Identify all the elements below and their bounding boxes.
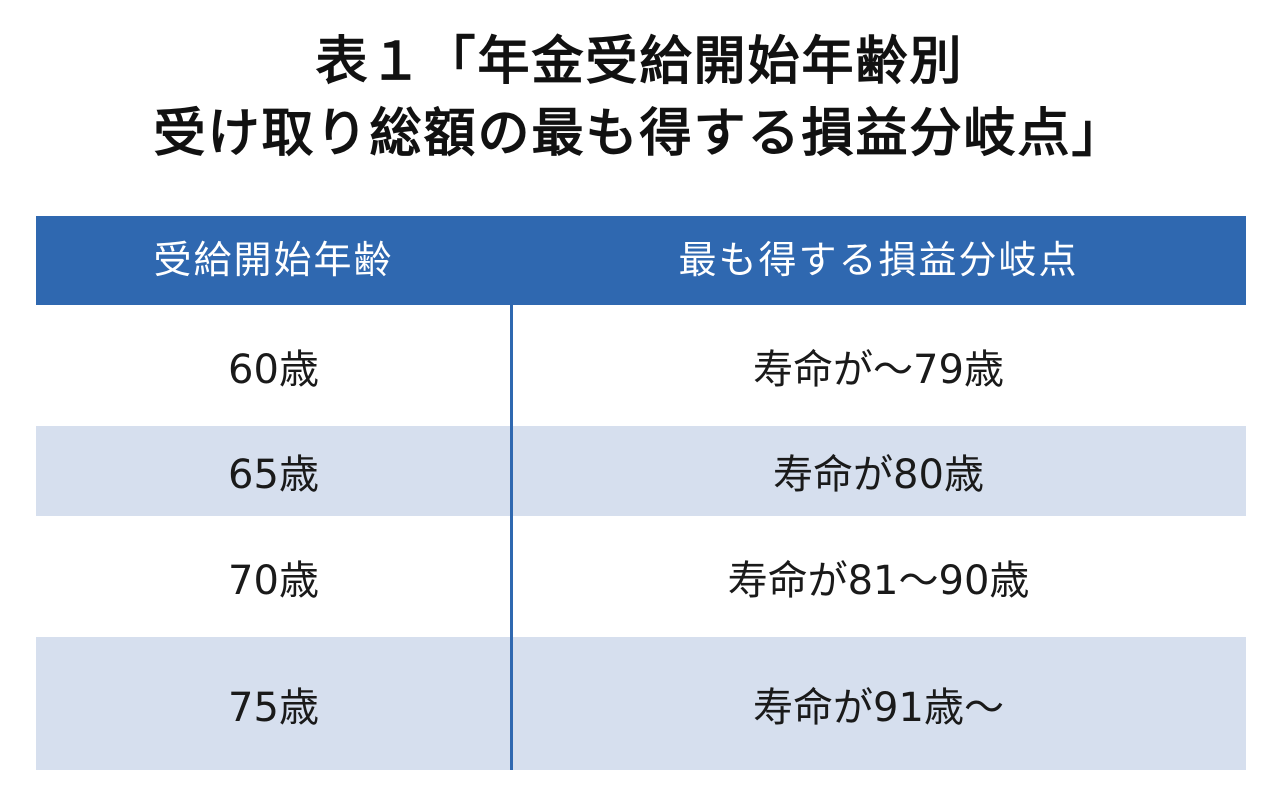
cell-start-age: 65歳 (228, 452, 319, 498)
cell-breakeven-point: 寿命が80歳 (773, 452, 984, 498)
header-start-age: 受給開始年齢 (153, 238, 394, 282)
table-row: 70歳 寿命が81～90歳 (36, 516, 1246, 637)
title-line-1: 表１「年金受給開始年齢別 (315, 32, 964, 92)
table-row: 75歳 寿命が91歳～ (36, 637, 1246, 770)
table-row: 65歳 寿命が80歳 (36, 426, 1246, 516)
cell-start-age: 60歳 (228, 346, 319, 393)
page-title: 表１「年金受給開始年齢別 受け取り総額の最も得する損益分岐点」 (0, 26, 1279, 170)
cell-breakeven-point: 寿命が81～90歳 (727, 557, 1030, 604)
cell-start-age: 75歳 (228, 684, 319, 731)
table-row: 60歳 寿命が～79歳 (36, 305, 1246, 426)
breakeven-table: 受給開始年齢 最も得する損益分岐点 60歳 寿命が～79歳 65歳 寿命が80歳… (36, 216, 1246, 770)
cell-breakeven-point: 寿命が～79歳 (753, 346, 1004, 393)
header-breakeven-point: 最も得する損益分岐点 (678, 238, 1079, 282)
title-line-2: 受け取り総額の最も得する損益分岐点」 (153, 104, 1126, 164)
table-header: 受給開始年齢 最も得する損益分岐点 (36, 216, 1246, 305)
cell-start-age: 70歳 (228, 557, 319, 604)
column-divider (510, 305, 513, 770)
cell-breakeven-point: 寿命が91歳～ (753, 684, 1004, 731)
